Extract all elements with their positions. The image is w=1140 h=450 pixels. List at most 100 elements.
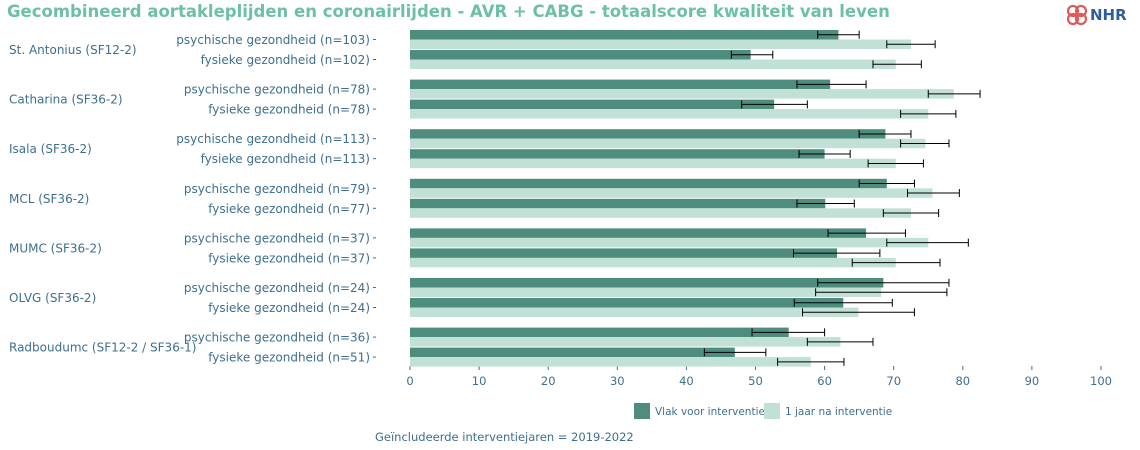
bar-before: [410, 178, 887, 189]
error-bar-before: [741, 100, 808, 109]
error-bar-before: [817, 278, 950, 287]
error-bar-after: [867, 159, 924, 168]
error-bar-after: [851, 258, 941, 267]
bar-after: [410, 138, 926, 149]
x-tick-label: 0: [406, 374, 413, 388]
hospital-label: OLVG (SF36-2): [9, 291, 96, 305]
legend-label-after: 1 jaar na interventie: [785, 406, 892, 418]
bar-after: [410, 188, 933, 198]
hospital-label: MCL (SF36-2): [9, 192, 89, 206]
error-bar-after: [900, 139, 950, 148]
error-bar-before: [730, 50, 774, 59]
error-bar-before: [858, 179, 915, 188]
row-label: fysieke gezondheid (n=51): [208, 351, 370, 365]
error-bar-after: [806, 337, 874, 346]
bar-before: [410, 79, 831, 90]
error-bar-after: [886, 40, 936, 49]
hospital-label: Radboudumc (SF12-2 / SF36-1): [9, 341, 196, 355]
row-label: psychische gezondheid (n=113): [176, 132, 370, 146]
bar-after: [410, 59, 896, 69]
nhr-logo-icon: [1066, 4, 1088, 26]
category-labels: St. Antonius (SF12-2) psychische gezondhe…: [9, 33, 376, 365]
error-bar-after: [907, 189, 960, 198]
x-tick-label: 30: [610, 374, 625, 388]
hospital-label: MUMC (SF36-2): [9, 241, 102, 255]
error-bar-after: [872, 60, 922, 69]
x-tick-label: 90: [1025, 374, 1040, 388]
bar-after: [410, 307, 859, 317]
row-label: psychische gezondheid (n=79): [184, 182, 370, 196]
row-label: psychische gezondheid (n=37): [184, 231, 370, 245]
bar-before: [410, 248, 838, 258]
error-bar-before: [793, 298, 893, 307]
bar-after: [410, 287, 882, 297]
x-tick-label: 100: [1090, 374, 1112, 388]
error-bar-after: [777, 357, 845, 366]
hospital-label: Catharina (SF36-2): [9, 93, 123, 107]
row-label: psychische gezondheid (n=24): [184, 281, 370, 295]
bars: [410, 30, 981, 367]
bar-before: [410, 30, 839, 40]
bar-before: [410, 198, 826, 209]
bar-before: [410, 278, 884, 288]
bar-before: [410, 50, 751, 60]
bar-after: [410, 208, 911, 218]
bar-before: [410, 347, 735, 358]
legend-label-before: Vlak voor interventie: [655, 406, 765, 418]
footnote: Geïncludeerde interventiejaren = 2019-20…: [375, 430, 634, 444]
bar-before: [410, 99, 775, 110]
legend-swatch-after: [764, 403, 780, 419]
bar-before: [410, 228, 867, 238]
hospital-label: Isala (SF36-2): [9, 142, 92, 156]
bar-after: [410, 337, 841, 347]
row-label: psychische gezondheid (n=103): [176, 33, 370, 47]
bar-after: [410, 237, 929, 248]
chart-title: Gecombineerd aortakleplijden en coronair…: [7, 2, 890, 21]
x-tick-label: 10: [472, 374, 487, 388]
error-bar-before: [798, 149, 851, 158]
row-label: fysieke gezondheid (n=113): [201, 152, 370, 166]
bar-before: [410, 129, 886, 139]
bar-after: [410, 109, 929, 119]
row-label: psychische gezondheid (n=36): [184, 331, 370, 345]
x-tick-label: 60: [817, 374, 832, 388]
bar-before: [410, 149, 825, 159]
row-label: fysieke gezondheid (n=78): [208, 103, 370, 117]
row-label: fysieke gezondheid (n=24): [208, 301, 370, 315]
x-tick-label: 40: [679, 374, 694, 388]
error-bar-before: [827, 229, 906, 238]
x-tick-label: 20: [541, 374, 556, 388]
legend: Vlak voor interventie 1 jaar na interven…: [634, 403, 892, 419]
row-label: psychische gezondheid (n=78): [184, 83, 370, 97]
error-bar-before: [796, 80, 867, 89]
bar-before: [410, 298, 844, 308]
row-label: fysieke gezondheid (n=37): [208, 251, 370, 265]
bar-after: [410, 39, 911, 49]
bar-after: [410, 257, 896, 268]
x-tick-label: 50: [748, 374, 763, 388]
error-bar-before: [858, 129, 912, 138]
bar-after: [410, 89, 954, 99]
error-bar-before: [817, 30, 860, 39]
hospital-label: St. Antonius (SF12-2): [9, 43, 137, 57]
error-bar-before: [751, 328, 826, 337]
x-tick-label: 80: [955, 374, 970, 388]
error-bar-before: [793, 249, 881, 258]
bar-after: [410, 158, 896, 169]
error-bar-after: [927, 89, 981, 98]
nhr-logo: NHR: [1066, 2, 1127, 28]
error-bar-after: [900, 109, 957, 118]
x-axis: 0 10 20 30 40 50 60 70 80 90 100: [406, 366, 1112, 388]
error-bar-after: [801, 308, 915, 317]
error-bar-after: [815, 288, 948, 297]
error-bar-after: [882, 209, 940, 218]
row-label: fysieke gezondheid (n=102): [201, 53, 370, 67]
x-tick-label: 70: [886, 374, 901, 388]
nhr-logo-text: NHR: [1090, 6, 1127, 24]
bar-before: [410, 327, 789, 338]
error-bar-after: [886, 238, 969, 247]
error-bar-before: [796, 199, 855, 208]
error-bar-before: [703, 348, 767, 357]
row-label: fysieke gezondheid (n=77): [208, 202, 370, 216]
